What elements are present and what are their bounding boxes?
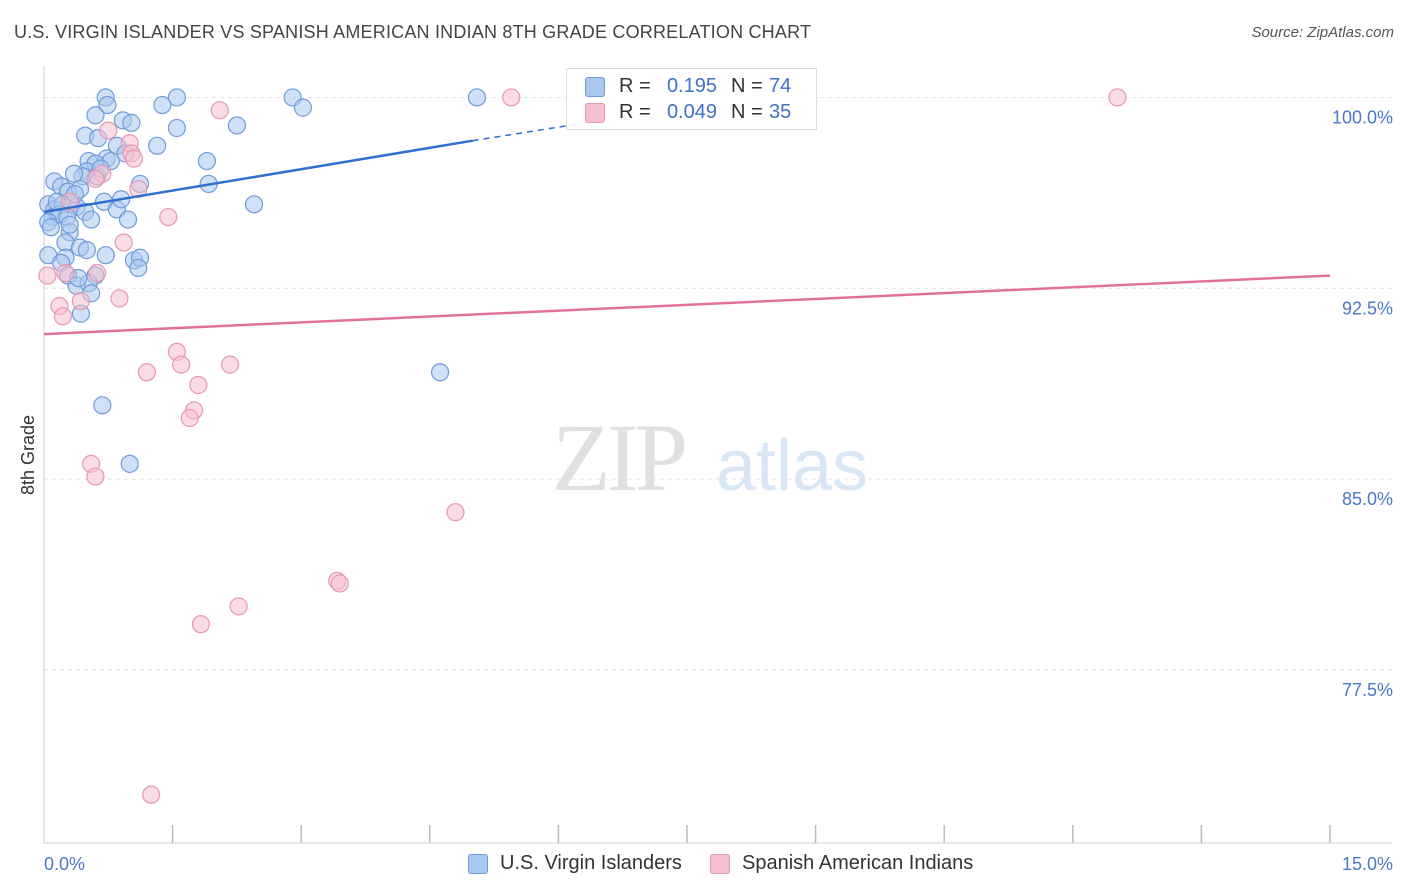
y-tick-label: 92.5% — [1342, 298, 1393, 318]
y-tick-label: 85.0% — [1342, 489, 1393, 509]
point-spanish-american-indians — [1108, 88, 1127, 107]
axis-layer — [43, 66, 1392, 844]
point-spanish-american-indians — [446, 503, 465, 522]
point-virgin-islanders — [98, 95, 117, 115]
legend-swatch-pink — [585, 103, 605, 123]
trend-line-virgin-islanders — [43, 139, 473, 214]
point-spanish-american-indians — [110, 289, 129, 308]
point-spanish-american-indians — [229, 597, 248, 616]
point-virgin-islanders — [430, 363, 450, 382]
r-value: 0.195 — [666, 75, 717, 97]
point-spanish-american-indians — [38, 266, 57, 285]
point-virgin-islanders — [227, 116, 246, 135]
correlation-legend: R = 0.195 N = 74 R = 0.049 N = 35 — [566, 68, 817, 130]
point-virgin-islanders — [60, 215, 79, 234]
point-spanish-american-indians — [129, 179, 148, 199]
point-virgin-islanders — [244, 195, 264, 214]
y-tick-label: 100.0% — [1332, 107, 1393, 127]
point-virgin-islanders — [293, 98, 313, 117]
point-virgin-islanders — [41, 218, 60, 237]
point-virgin-islanders — [167, 118, 186, 138]
point-spanish-american-indians — [220, 355, 240, 374]
point-virgin-islanders — [86, 106, 105, 125]
legend-swatch-blue — [585, 77, 605, 97]
chart-title: U.S. VIRGIN ISLANDER VS SPANISH AMERICAN… — [14, 22, 812, 42]
point-spanish-american-indians — [124, 149, 144, 168]
point-virgin-islanders — [82, 210, 101, 229]
point-spanish-american-indians — [210, 101, 229, 120]
point-spanish-american-indians — [180, 408, 199, 428]
point-spanish-american-indians — [137, 363, 156, 382]
point-spanish-american-indians — [99, 121, 118, 140]
grid-layer — [44, 96, 1392, 671]
y-tick-label: 77.5% — [1342, 680, 1393, 700]
point-spanish-american-indians — [114, 233, 133, 252]
legend-swatch-blue — [468, 854, 488, 874]
tick-label-layer: 100.0% 92.5% 85.0% 77.5% 0.0% 15.0% — [44, 107, 1393, 874]
point-virgin-islanders — [93, 396, 112, 415]
point-virgin-islanders — [197, 151, 216, 171]
point-virgin-islanders — [96, 246, 115, 265]
y-axis-label: 8th Grade — [18, 415, 38, 495]
source-label: Source: ZipAtlas.com — [1251, 24, 1394, 41]
point-virgin-islanders — [64, 164, 84, 183]
x-tick-label: 15.0% — [1342, 854, 1393, 874]
point-spanish-american-indians — [159, 207, 178, 227]
n-label: N = — [731, 75, 763, 97]
point-spanish-american-indians — [330, 574, 349, 593]
point-virgin-islanders — [467, 88, 487, 107]
point-spanish-american-indians — [56, 263, 75, 283]
point-spanish-american-indians — [502, 88, 521, 107]
trend-layer — [43, 119, 1331, 336]
point-virgin-islanders — [167, 88, 186, 107]
n-value: 74 — [769, 75, 792, 97]
legend-label: Spanish American Indians — [742, 852, 974, 874]
point-virgin-islanders — [122, 113, 141, 132]
point-spanish-american-indians — [189, 375, 208, 395]
point-spanish-american-indians — [86, 169, 105, 188]
watermark-zip: ZIP — [552, 404, 685, 511]
point-spanish-american-indians — [71, 291, 90, 311]
r-label: R = — [619, 101, 651, 123]
point-spanish-american-indians — [53, 307, 72, 326]
x-tick-label: 0.0% — [44, 854, 85, 874]
point-virgin-islanders — [77, 241, 96, 260]
r-value: 0.049 — [666, 101, 717, 123]
r-label: R = — [619, 75, 651, 97]
point-spanish-american-indians — [142, 785, 161, 804]
point-virgin-islanders — [120, 454, 139, 473]
point-virgin-islanders — [118, 210, 138, 229]
n-value: 35 — [769, 101, 792, 123]
point-spanish-american-indians — [172, 355, 191, 374]
point-spanish-american-indians — [191, 615, 210, 634]
legend-swatch-pink — [710, 854, 730, 874]
trend-line-spanish-american-indians — [43, 274, 1331, 336]
watermark-atlas: atlas — [716, 426, 868, 506]
point-spanish-american-indians — [86, 467, 105, 486]
points-layer — [38, 88, 1127, 804]
point-spanish-american-indians — [88, 263, 107, 283]
legend-label: U.S. Virgin Islanders — [500, 852, 682, 874]
point-virgin-islanders — [129, 258, 148, 278]
point-virgin-islanders — [148, 136, 167, 155]
n-label: N = — [731, 101, 763, 123]
point-virgin-islanders — [153, 95, 172, 115]
